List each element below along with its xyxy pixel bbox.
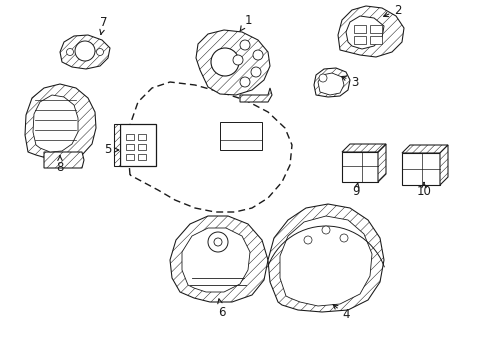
Polygon shape (313, 68, 349, 97)
Polygon shape (267, 204, 383, 312)
Text: 3: 3 (341, 76, 358, 89)
PathPatch shape (114, 124, 120, 166)
Circle shape (304, 236, 311, 244)
Bar (369, 25, 381, 33)
PathPatch shape (439, 145, 447, 185)
Polygon shape (170, 216, 267, 302)
PathPatch shape (196, 30, 269, 95)
Text: 8: 8 (56, 156, 63, 175)
Circle shape (339, 234, 347, 242)
PathPatch shape (240, 88, 271, 102)
Text: 5: 5 (104, 144, 119, 157)
Circle shape (207, 232, 227, 252)
Polygon shape (337, 6, 403, 57)
Polygon shape (401, 145, 447, 153)
Circle shape (210, 48, 239, 76)
Polygon shape (377, 144, 385, 182)
PathPatch shape (337, 6, 403, 57)
Polygon shape (25, 84, 96, 160)
Bar (353, 25, 365, 33)
Text: 4: 4 (332, 305, 349, 321)
PathPatch shape (377, 144, 385, 182)
Polygon shape (346, 16, 383, 49)
Polygon shape (280, 216, 371, 306)
Text: 6: 6 (217, 299, 225, 319)
PathPatch shape (25, 84, 96, 160)
Bar (126, 154, 134, 160)
Circle shape (318, 74, 326, 82)
Text: 1: 1 (239, 13, 251, 31)
PathPatch shape (60, 35, 110, 69)
Polygon shape (60, 35, 110, 69)
Bar (120, 124, 156, 166)
Bar (353, 36, 365, 44)
Bar (138, 144, 146, 150)
Circle shape (96, 49, 103, 55)
Circle shape (232, 55, 243, 65)
Polygon shape (182, 228, 249, 292)
Bar (369, 36, 381, 44)
Circle shape (321, 226, 329, 234)
Bar (220, 122, 262, 150)
Circle shape (75, 41, 95, 61)
PathPatch shape (267, 204, 383, 312)
PathPatch shape (341, 144, 385, 152)
Text: 7: 7 (100, 15, 107, 34)
Circle shape (240, 77, 249, 87)
Polygon shape (33, 95, 78, 152)
Polygon shape (44, 152, 84, 168)
Circle shape (252, 50, 263, 60)
Bar (126, 144, 134, 150)
Bar (126, 134, 134, 140)
Bar (138, 134, 146, 140)
Polygon shape (128, 82, 291, 212)
Polygon shape (240, 88, 271, 102)
Circle shape (66, 49, 73, 55)
Bar (401, 153, 439, 185)
Text: 9: 9 (351, 183, 359, 198)
Bar (341, 152, 377, 182)
Polygon shape (114, 124, 120, 166)
PathPatch shape (44, 152, 84, 168)
Circle shape (214, 238, 222, 246)
Polygon shape (196, 30, 269, 95)
PathPatch shape (401, 145, 447, 153)
Text: 10: 10 (416, 183, 430, 198)
Polygon shape (341, 144, 385, 152)
Polygon shape (439, 145, 447, 185)
Bar (138, 154, 146, 160)
Circle shape (250, 67, 261, 77)
PathPatch shape (170, 216, 267, 302)
Text: 2: 2 (383, 4, 401, 17)
Polygon shape (317, 73, 343, 95)
Circle shape (240, 40, 249, 50)
PathPatch shape (313, 68, 349, 97)
